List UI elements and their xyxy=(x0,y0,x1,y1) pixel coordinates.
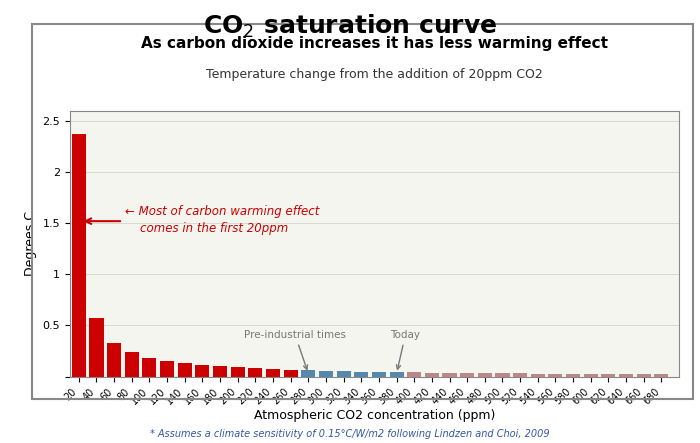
Bar xyxy=(195,365,209,377)
Bar xyxy=(178,363,192,377)
Bar xyxy=(425,373,439,377)
Bar xyxy=(142,358,157,377)
Bar xyxy=(496,373,510,377)
Bar xyxy=(125,352,139,377)
Text: * Assumes a climate sensitivity of 0.15°C/W/m2 following Lindzen and Choi, 2009: * Assumes a climate sensitivity of 0.15°… xyxy=(150,428,550,439)
Bar xyxy=(354,372,368,377)
Bar xyxy=(337,371,351,377)
Bar xyxy=(513,373,527,377)
Bar xyxy=(107,343,121,377)
Bar xyxy=(301,370,316,377)
Text: ← Most of carbon warming effect: ← Most of carbon warming effect xyxy=(125,205,319,218)
Bar xyxy=(266,369,280,377)
Text: Pre-industrial times: Pre-industrial times xyxy=(244,330,346,369)
Bar xyxy=(601,374,615,377)
Y-axis label: Degrees C: Degrees C xyxy=(24,211,37,276)
Bar xyxy=(566,374,580,377)
Bar xyxy=(213,366,227,377)
Bar xyxy=(478,373,492,377)
Bar xyxy=(442,373,456,377)
Bar xyxy=(531,373,545,377)
Bar xyxy=(548,374,563,377)
Bar xyxy=(460,373,474,377)
Text: CO$_2$ saturation curve: CO$_2$ saturation curve xyxy=(203,13,497,40)
Bar xyxy=(619,374,633,377)
X-axis label: Atmospheric CO2 concentration (ppm): Atmospheric CO2 concentration (ppm) xyxy=(254,409,495,422)
Bar xyxy=(319,371,333,377)
Bar xyxy=(654,374,668,377)
Bar xyxy=(407,373,421,377)
Bar xyxy=(636,374,651,377)
Text: comes in the first 20ppm: comes in the first 20ppm xyxy=(125,222,288,236)
Bar xyxy=(90,318,104,377)
Bar xyxy=(160,361,174,377)
Bar xyxy=(230,367,245,377)
Bar xyxy=(372,372,386,377)
Text: Today: Today xyxy=(391,330,421,369)
Text: Temperature change from the addition of 20ppm CO2: Temperature change from the addition of … xyxy=(206,68,543,81)
Bar xyxy=(389,372,404,377)
Bar xyxy=(284,370,298,377)
Text: As carbon dioxide increases it has less warming effect: As carbon dioxide increases it has less … xyxy=(141,36,608,51)
Bar xyxy=(72,134,86,377)
Bar xyxy=(248,369,262,377)
Bar xyxy=(584,374,598,377)
